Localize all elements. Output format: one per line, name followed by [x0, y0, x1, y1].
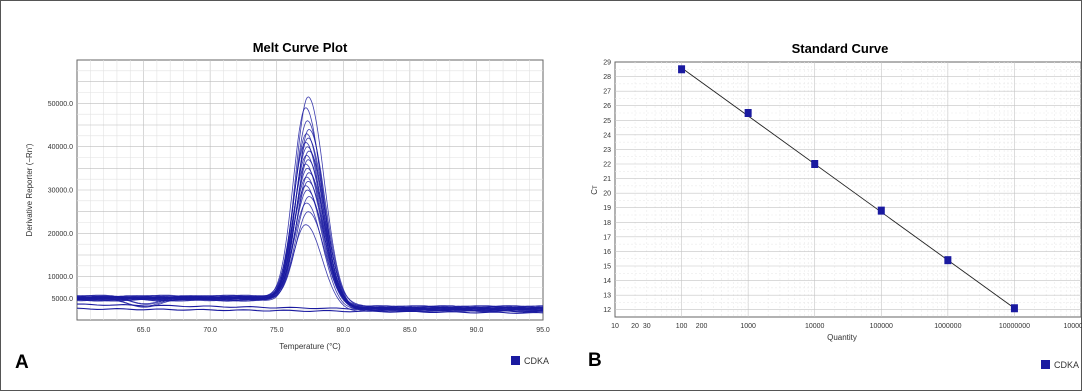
standard-curve-point [944, 256, 952, 265]
standard-y-tick-label: 15 [603, 264, 611, 271]
standard-curve-point [678, 65, 686, 74]
melt-curve-x-ticks: 65.0 70.0 75.0 80.0 85.0 90.0 95.0 [137, 327, 550, 334]
standard-curve-x-axis-label: Quantity [827, 333, 857, 342]
standard-y-tick-label: 19 [603, 205, 611, 212]
standard-y-tick-label: 13 [603, 293, 611, 300]
melt-curve-y-ticks: 5000.0 10000.0 20000.0 30000.0 40000.0 50000.… [48, 101, 73, 303]
standard-curve-plot-area [614, 61, 1082, 318]
melt-curve-grid [77, 60, 543, 320]
melt-curve-series [77, 96, 543, 314]
melt-x-tick-label: 65.0 [137, 327, 151, 334]
melt-x-tick-label: 90.0 [470, 327, 484, 334]
melt-curve-sample [77, 128, 543, 312]
standard-curve-fit-line [681, 67, 1015, 309]
panel-label-a: A [15, 352, 29, 373]
standard-curve-y-axis-label: Cт [590, 185, 599, 195]
melt-curve-ntc [77, 303, 543, 313]
standard-y-tick-label: 26 [603, 103, 611, 110]
melt-curve-y-axis-label: Derivative Reporter (−Rn') [25, 143, 34, 236]
standard-curve-x-ticks: 10 20 30 100 200 1000 10000 100000 1000000 100000… [611, 323, 1082, 330]
standard-x-tick-label: 100000 [870, 323, 893, 330]
standard-curve-point [1010, 304, 1018, 313]
melt-curve-panel: Melt Curve Plot 65.0 70.0 75.0 80.0 85.0 90.0… [15, 40, 550, 373]
standard-curve-legend-label: CDKA [1054, 360, 1079, 370]
standard-y-tick-label: 25 [603, 118, 611, 125]
standard-curve-y-ticks: 12 13 14 15 16 17 18 19 20 21 22 23 24 25 26 27 28 29 [603, 60, 611, 315]
standard-x-tick-label: 10 [611, 323, 619, 330]
melt-curve-x-axis-label: Temperature (°C) [279, 342, 341, 351]
standard-x-tick-label: 100 [676, 323, 688, 330]
standard-curve-point [744, 109, 752, 117]
melt-y-tick-label: 5000.0 [52, 296, 74, 303]
standard-curve-points [678, 65, 1018, 313]
standard-x-tick-label: 20 [631, 323, 639, 330]
melt-x-tick-label: 95.0 [536, 327, 550, 334]
standard-y-tick-label: 16 [603, 249, 611, 256]
melt-curve-legend-swatch [511, 356, 520, 365]
melt-y-tick-label: 50000.0 [48, 101, 73, 108]
melt-x-tick-label: 70.0 [203, 327, 217, 334]
melt-curve-title: Melt Curve Plot [253, 40, 348, 55]
standard-y-tick-label: 22 [603, 162, 611, 169]
melt-curve-lines [77, 96, 543, 314]
standard-x-tick-label: 100000000 [1063, 323, 1082, 330]
melt-y-tick-label: 40000.0 [48, 144, 73, 151]
standard-x-tick-label: 200 [696, 323, 708, 330]
melt-x-tick-label: 75.0 [270, 327, 284, 334]
standard-curve-title: Standard Curve [792, 41, 889, 56]
melt-curve-legend-label: CDKA [524, 356, 549, 366]
standard-y-tick-label: 20 [603, 191, 611, 198]
panel-label-b: B [588, 350, 602, 371]
melt-x-tick-label: 80.0 [336, 327, 350, 334]
melt-curve-sample [77, 96, 543, 309]
melt-curve-ntc [77, 307, 543, 314]
standard-y-tick-label: 23 [603, 147, 611, 154]
standard-y-tick-label: 14 [603, 278, 611, 285]
standard-y-tick-label: 24 [603, 132, 611, 139]
standard-x-tick-label: 10000 [805, 323, 825, 330]
standard-y-tick-label: 29 [603, 60, 611, 67]
standard-y-tick-label: 21 [603, 176, 611, 183]
melt-x-tick-label: 85.0 [403, 327, 417, 334]
standard-y-tick-label: 18 [603, 220, 611, 227]
melt-y-tick-label: 20000.0 [48, 231, 73, 238]
standard-x-tick-label: 1000 [740, 323, 756, 330]
standard-curve-point [811, 160, 819, 168]
standard-curve-panel: Standard Curve 10 20 30 100 200 1000 10000 1000… [588, 41, 1082, 371]
standard-curve-point [877, 206, 885, 215]
standard-curve-grid [615, 62, 1081, 317]
standard-x-tick-label: 1000000 [934, 323, 961, 330]
standard-curve-legend-swatch [1041, 360, 1050, 369]
standard-y-tick-label: 17 [603, 234, 611, 241]
standard-y-tick-label: 27 [603, 89, 611, 96]
melt-y-tick-label: 30000.0 [48, 188, 73, 195]
melt-curve-sample [77, 107, 543, 312]
standard-curve-fit [681, 67, 1015, 309]
standard-y-tick-label: 12 [603, 307, 611, 314]
standard-y-tick-label: 28 [603, 74, 611, 81]
standard-x-tick-label: 10000000 [999, 323, 1030, 330]
melt-curve-sample [77, 120, 543, 310]
melt-y-tick-label: 10000.0 [48, 274, 73, 281]
standard-x-tick-label: 30 [643, 323, 651, 330]
